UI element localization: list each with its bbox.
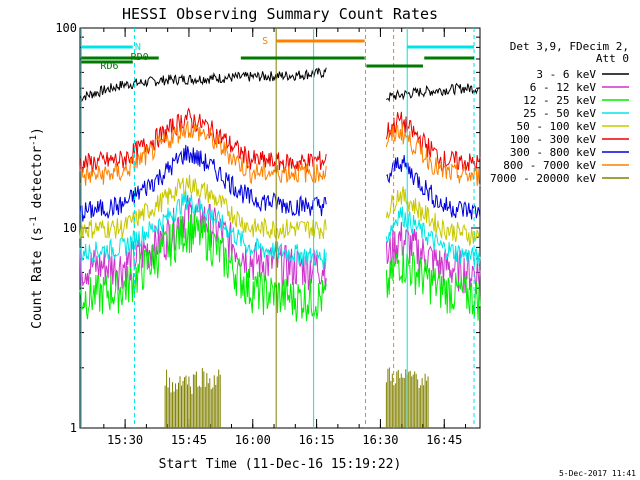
x-tick-label: 16:30 — [362, 433, 398, 447]
y-axis-label: Count Rate (s-1 detector-1) — [29, 127, 45, 329]
legend-entry-label: 12 - 25 keV — [523, 94, 596, 107]
series-7 — [79, 120, 481, 187]
series-line — [385, 206, 481, 267]
y-tick-label: 1 — [70, 421, 77, 435]
legend-entry-label: 25 - 50 keV — [523, 107, 596, 120]
series-3 — [79, 190, 481, 270]
series-2 — [79, 212, 481, 322]
legend-entry-label: 3 - 6 keV — [536, 68, 596, 81]
legend-entry-label: 100 - 300 keV — [510, 133, 596, 146]
series-line — [385, 186, 481, 246]
series-4 — [79, 174, 481, 246]
rd0-label: RD0 — [131, 52, 149, 63]
legend-header-line1: Det 3,9, FDecim 2, — [510, 40, 629, 53]
series-line — [79, 144, 327, 222]
x-axis-label: Start Time (11-Dec-16 15:19:22) — [159, 457, 402, 472]
series-line — [385, 246, 481, 321]
legend-entry-label: 7000 - 20000 keV — [490, 172, 596, 185]
series-line — [386, 82, 480, 103]
series-line — [385, 111, 481, 172]
series-line — [79, 190, 327, 270]
series-line — [79, 174, 327, 240]
series-line — [79, 120, 327, 186]
series-line — [79, 67, 327, 103]
plot-area: 1 10 100 15:30 15:45 16:00 16:15 16:30 16:45 3 - … — [55, 21, 629, 447]
series-line — [79, 212, 327, 322]
series-line — [385, 123, 481, 187]
series-6 — [79, 144, 481, 222]
s-label: S — [262, 36, 268, 47]
x-tick-label: 16:45 — [426, 433, 462, 447]
x-tick-label: 16:00 — [235, 433, 271, 447]
series-0 — [79, 67, 480, 103]
y-tick-label: 10 — [63, 221, 77, 235]
rd6-label: RD6 — [100, 61, 118, 72]
n-label: N — [135, 42, 141, 53]
y-tick-label: 100 — [55, 21, 77, 35]
chart-title: HESSI Observing Summary Count Rates — [122, 5, 438, 23]
x-tick-label: 16:15 — [299, 433, 335, 447]
legend-entry-label: 6 - 12 keV — [530, 81, 597, 94]
timestamp-label: 5-Dec-2017 11:41 — [559, 469, 636, 478]
legend-entry-label: 800 - 7000 keV — [503, 159, 596, 172]
legend-entry-label: 300 - 800 keV — [510, 146, 596, 159]
series-line — [386, 155, 481, 220]
legend-header-line2: Att 0 — [596, 52, 629, 65]
series-8 — [164, 367, 429, 428]
x-tick-label: 15:45 — [171, 433, 207, 447]
x-tick-label: 15:30 — [107, 433, 143, 447]
legend-entry-label: 50 - 100 keV — [517, 120, 597, 133]
